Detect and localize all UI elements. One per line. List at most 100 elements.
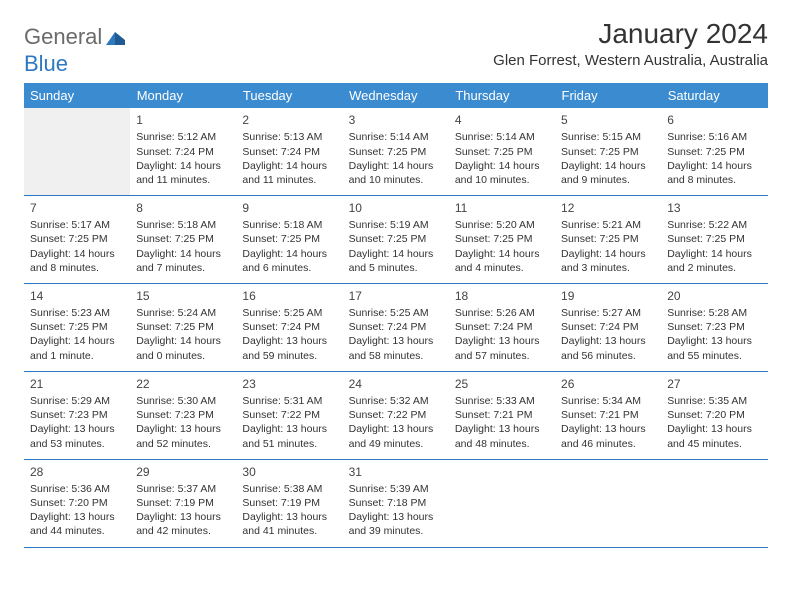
- daylight-text: Daylight: 13 hours and 55 minutes.: [667, 334, 761, 362]
- sunrise-text: Sunrise: 5:18 AM: [242, 218, 336, 232]
- sunset-text: Sunset: 7:25 PM: [667, 232, 761, 246]
- calendar-cell: 28Sunrise: 5:36 AMSunset: 7:20 PMDayligh…: [24, 459, 130, 547]
- daylight-text: Daylight: 13 hours and 42 minutes.: [136, 510, 230, 538]
- day-number: 21: [30, 376, 124, 392]
- calendar-cell: 5Sunrise: 5:15 AMSunset: 7:25 PMDaylight…: [555, 108, 661, 195]
- day-number: 6: [667, 112, 761, 128]
- calendar-cell: 14Sunrise: 5:23 AMSunset: 7:25 PMDayligh…: [24, 283, 130, 371]
- calendar-head-row: Sunday Monday Tuesday Wednesday Thursday…: [24, 83, 768, 108]
- daylight-text: Daylight: 13 hours and 51 minutes.: [242, 422, 336, 450]
- sunrise-text: Sunrise: 5:36 AM: [30, 482, 124, 496]
- sunrise-text: Sunrise: 5:35 AM: [667, 394, 761, 408]
- logo-mark-icon: [106, 25, 126, 51]
- calendar-cell: 17Sunrise: 5:25 AMSunset: 7:24 PMDayligh…: [343, 283, 449, 371]
- day-number: 8: [136, 200, 230, 216]
- daylight-text: Daylight: 14 hours and 3 minutes.: [561, 247, 655, 275]
- sunset-text: Sunset: 7:22 PM: [242, 408, 336, 422]
- day-number: 19: [561, 288, 655, 304]
- daylight-text: Daylight: 14 hours and 5 minutes.: [349, 247, 443, 275]
- day-number: 26: [561, 376, 655, 392]
- day-number: 22: [136, 376, 230, 392]
- sunrise-text: Sunrise: 5:22 AM: [667, 218, 761, 232]
- daylight-text: Daylight: 13 hours and 44 minutes.: [30, 510, 124, 538]
- day-number: 4: [455, 112, 549, 128]
- day-number: 1: [136, 112, 230, 128]
- calendar-cell: 10Sunrise: 5:19 AMSunset: 7:25 PMDayligh…: [343, 196, 449, 284]
- sunset-text: Sunset: 7:25 PM: [561, 232, 655, 246]
- calendar-cell: 22Sunrise: 5:30 AMSunset: 7:23 PMDayligh…: [130, 371, 236, 459]
- calendar-cell: 15Sunrise: 5:24 AMSunset: 7:25 PMDayligh…: [130, 283, 236, 371]
- sunrise-text: Sunrise: 5:16 AM: [667, 130, 761, 144]
- sunrise-text: Sunrise: 5:37 AM: [136, 482, 230, 496]
- calendar-row: 1Sunrise: 5:12 AMSunset: 7:24 PMDaylight…: [24, 108, 768, 195]
- day-number: 12: [561, 200, 655, 216]
- calendar-cell: [661, 459, 767, 547]
- sunrise-text: Sunrise: 5:12 AM: [136, 130, 230, 144]
- logo-text-2: Blue: [24, 51, 68, 76]
- calendar-table: Sunday Monday Tuesday Wednesday Thursday…: [24, 83, 768, 547]
- sunset-text: Sunset: 7:24 PM: [561, 320, 655, 334]
- calendar-cell: 29Sunrise: 5:37 AMSunset: 7:19 PMDayligh…: [130, 459, 236, 547]
- sunset-text: Sunset: 7:25 PM: [136, 232, 230, 246]
- daylight-text: Daylight: 14 hours and 6 minutes.: [242, 247, 336, 275]
- day-number: 27: [667, 376, 761, 392]
- sunrise-text: Sunrise: 5:19 AM: [349, 218, 443, 232]
- sunset-text: Sunset: 7:22 PM: [349, 408, 443, 422]
- sunrise-text: Sunrise: 5:39 AM: [349, 482, 443, 496]
- sunset-text: Sunset: 7:24 PM: [242, 320, 336, 334]
- sunset-text: Sunset: 7:25 PM: [455, 145, 549, 159]
- sunset-text: Sunset: 7:25 PM: [349, 145, 443, 159]
- sunrise-text: Sunrise: 5:14 AM: [455, 130, 549, 144]
- sunrise-text: Sunrise: 5:24 AM: [136, 306, 230, 320]
- day-number: 17: [349, 288, 443, 304]
- calendar-cell: 9Sunrise: 5:18 AMSunset: 7:25 PMDaylight…: [236, 196, 342, 284]
- daylight-text: Daylight: 14 hours and 4 minutes.: [455, 247, 549, 275]
- sunrise-text: Sunrise: 5:32 AM: [349, 394, 443, 408]
- day-number: 13: [667, 200, 761, 216]
- sunrise-text: Sunrise: 5:15 AM: [561, 130, 655, 144]
- day-number: 7: [30, 200, 124, 216]
- sunrise-text: Sunrise: 5:14 AM: [349, 130, 443, 144]
- calendar-cell: 7Sunrise: 5:17 AMSunset: 7:25 PMDaylight…: [24, 196, 130, 284]
- daylight-text: Daylight: 13 hours and 39 minutes.: [349, 510, 443, 538]
- sunrise-text: Sunrise: 5:20 AM: [455, 218, 549, 232]
- calendar-cell: 24Sunrise: 5:32 AMSunset: 7:22 PMDayligh…: [343, 371, 449, 459]
- day-number: 29: [136, 464, 230, 480]
- daylight-text: Daylight: 14 hours and 0 minutes.: [136, 334, 230, 362]
- daylight-text: Daylight: 14 hours and 11 minutes.: [136, 159, 230, 187]
- sunset-text: Sunset: 7:23 PM: [30, 408, 124, 422]
- sunset-text: Sunset: 7:24 PM: [136, 145, 230, 159]
- day-header: Friday: [555, 83, 661, 108]
- day-number: 20: [667, 288, 761, 304]
- day-number: 9: [242, 200, 336, 216]
- sunrise-text: Sunrise: 5:18 AM: [136, 218, 230, 232]
- sunset-text: Sunset: 7:25 PM: [667, 145, 761, 159]
- calendar-cell: 21Sunrise: 5:29 AMSunset: 7:23 PMDayligh…: [24, 371, 130, 459]
- day-number: 30: [242, 464, 336, 480]
- day-header: Sunday: [24, 83, 130, 108]
- sunset-text: Sunset: 7:24 PM: [455, 320, 549, 334]
- day-number: 2: [242, 112, 336, 128]
- logo-text-1: General: [24, 24, 102, 49]
- day-header: Saturday: [661, 83, 767, 108]
- daylight-text: Daylight: 13 hours and 45 minutes.: [667, 422, 761, 450]
- logo: GeneralBlue: [24, 18, 126, 77]
- sunset-text: Sunset: 7:21 PM: [455, 408, 549, 422]
- calendar-row: 28Sunrise: 5:36 AMSunset: 7:20 PMDayligh…: [24, 459, 768, 547]
- calendar-cell: 20Sunrise: 5:28 AMSunset: 7:23 PMDayligh…: [661, 283, 767, 371]
- day-number: 14: [30, 288, 124, 304]
- sunrise-text: Sunrise: 5:25 AM: [349, 306, 443, 320]
- sunset-text: Sunset: 7:25 PM: [30, 320, 124, 334]
- sunrise-text: Sunrise: 5:27 AM: [561, 306, 655, 320]
- sunrise-text: Sunrise: 5:13 AM: [242, 130, 336, 144]
- calendar-cell: 16Sunrise: 5:25 AMSunset: 7:24 PMDayligh…: [236, 283, 342, 371]
- daylight-text: Daylight: 14 hours and 10 minutes.: [455, 159, 549, 187]
- day-number: 18: [455, 288, 549, 304]
- calendar-cell: 4 Sunrise: 5:14 AMSunset: 7:25 PMDaylight…: [449, 108, 555, 195]
- daylight-text: Daylight: 14 hours and 2 minutes.: [667, 247, 761, 275]
- sunrise-text: Sunrise: 5:23 AM: [30, 306, 124, 320]
- sunrise-text: Sunrise: 5:31 AM: [242, 394, 336, 408]
- sunset-text: Sunset: 7:23 PM: [136, 408, 230, 422]
- sunset-text: Sunset: 7:21 PM: [561, 408, 655, 422]
- day-number: 28: [30, 464, 124, 480]
